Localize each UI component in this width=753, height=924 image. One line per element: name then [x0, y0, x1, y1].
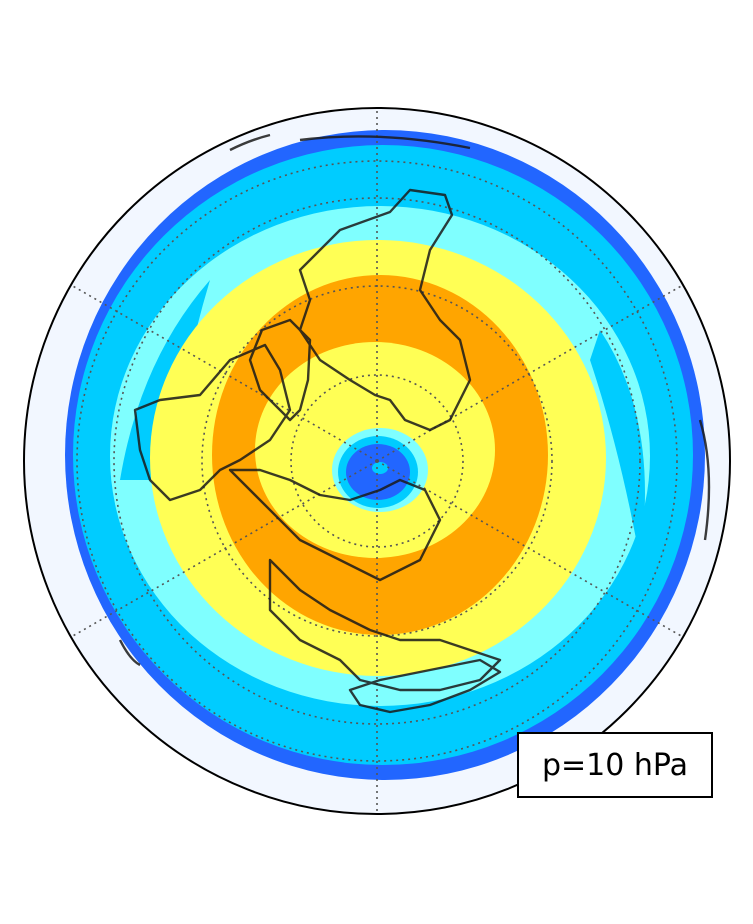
latitude-circle	[201, 285, 553, 637]
coastline-antarctica	[299, 135, 471, 150]
coastline-asia	[228, 468, 442, 582]
contour-streak	[330, 690, 560, 749]
coastline-north-america	[298, 188, 472, 432]
coastline-antarctica	[118, 639, 141, 667]
map-boundary	[23, 107, 731, 815]
meridian-line	[70, 284, 378, 462]
meridian-line	[70, 460, 378, 638]
meridian-line	[376, 284, 684, 462]
pressure-level-label: p=10 hPa	[517, 732, 713, 798]
meridian-line	[376, 460, 684, 638]
coastline-greenland	[248, 318, 312, 422]
coastline-antarctica	[698, 419, 711, 541]
latitude-circle	[113, 197, 641, 725]
coastline-europe-africa	[133, 343, 292, 502]
coastline-australia	[348, 658, 502, 714]
latitude-circle	[290, 374, 464, 548]
latitude-circle	[76, 160, 678, 762]
contour-streak	[120, 280, 210, 480]
coastline-antarctica	[229, 133, 271, 152]
contour-streak	[590, 330, 645, 560]
contour-band-pole	[372, 462, 388, 474]
coastline-asia-south	[268, 558, 502, 692]
